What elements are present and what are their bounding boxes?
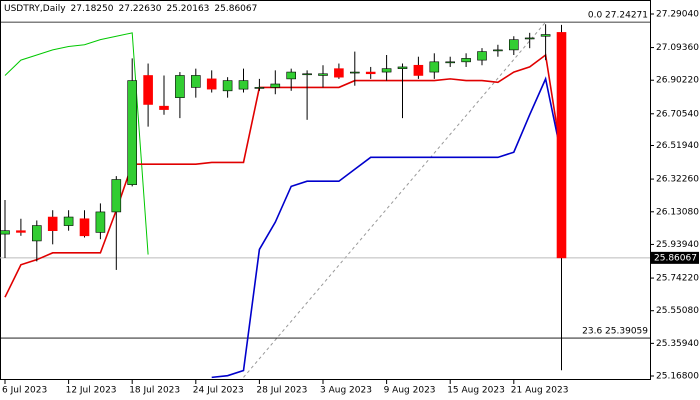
candle-body — [222, 80, 233, 92]
candle-body — [143, 75, 153, 105]
indicator-line — [4, 32, 149, 255]
y-tick-label: 25.35940 — [656, 339, 699, 349]
candle-body — [111, 179, 122, 213]
x-tick-label: 6 Jul 2023 — [2, 386, 47, 396]
candle-body — [63, 216, 74, 226]
chart-header: USDTRY,Daily 27.18250 27.22630 25.20163 25.8… — [4, 4, 257, 14]
header-bg — [1, 1, 251, 14]
candle-body — [95, 211, 106, 233]
candle-body — [493, 49, 503, 52]
y-tick-label: 26.90220 — [656, 76, 699, 86]
candle-body — [286, 71, 297, 80]
y-tick-label: 25.16800 — [656, 372, 699, 382]
candle-body — [206, 78, 217, 90]
plot-frame — [0, 0, 651, 380]
candle-body — [238, 80, 249, 90]
ohlc-value: 25.20163 — [166, 4, 209, 14]
y-tick-label: 26.13080 — [656, 207, 699, 217]
candle-body — [31, 225, 42, 242]
candle-body — [429, 61, 440, 73]
y-tick-label: 27.09360 — [656, 43, 699, 53]
candle-body — [191, 75, 201, 88]
candle-body — [79, 218, 90, 237]
y-tick-label: 26.32260 — [656, 175, 699, 185]
y-tick-label: 25.55080 — [656, 306, 699, 316]
price-box — [651, 251, 699, 264]
candle-body — [302, 73, 312, 76]
candle-body — [540, 34, 551, 37]
candle-body — [461, 58, 471, 63]
candle-body — [47, 216, 58, 231]
candle-body — [254, 87, 265, 89]
x-tick-label: 21 Aug 2023 — [511, 386, 569, 396]
x-tick-label: 9 Aug 2023 — [384, 386, 436, 396]
candle-body — [365, 71, 376, 75]
candle-body — [318, 73, 328, 76]
candle-body — [397, 66, 408, 69]
candle-body — [175, 75, 185, 98]
x-tick-label: 3 Aug 2023 — [320, 386, 372, 396]
candle-body — [0, 230, 10, 235]
y-tick-label: 26.70540 — [656, 109, 699, 119]
candle-body — [524, 37, 535, 40]
y-tick-label: 27.29040 — [656, 10, 699, 20]
candle-body — [16, 230, 26, 233]
ohlc-value: 27.22630 — [119, 4, 162, 14]
candle-body — [381, 68, 392, 73]
candle-body — [270, 83, 281, 88]
candle-body — [413, 64, 424, 76]
price-label: 25.86067 — [654, 253, 697, 263]
candle-body — [445, 61, 456, 64]
y-tick-label: 25.93940 — [656, 240, 699, 250]
candle-body — [127, 80, 137, 185]
y-tick-label: 25.74220 — [656, 274, 699, 284]
candle-body — [477, 51, 487, 61]
candle-body — [508, 39, 519, 51]
x-tick-label: 18 Jul 2023 — [129, 386, 180, 396]
fib-label: 0.0 27.24271 — [588, 11, 648, 21]
candle-body — [556, 32, 567, 259]
ohlc-value: 27.18250 — [71, 4, 114, 14]
candle-body — [334, 68, 344, 78]
x-tick-label: 24 Jul 2023 — [193, 386, 244, 396]
indicator-line — [211, 76, 563, 379]
ohlc-value: 25.86067 — [214, 4, 257, 14]
symbol: USDTRY,Daily — [4, 4, 66, 14]
x-tick-label: 15 Aug 2023 — [447, 386, 505, 396]
x-tick-label: 28 Jul 2023 — [256, 386, 307, 396]
x-tick-label: 12 Jul 2023 — [66, 386, 117, 396]
candle-body — [159, 105, 169, 110]
y-tick-label: 26.51940 — [656, 141, 699, 151]
indicator-line — [4, 53, 563, 298]
fib-label: 23.6 25.39059 — [582, 327, 648, 337]
candle-body — [349, 71, 360, 74]
